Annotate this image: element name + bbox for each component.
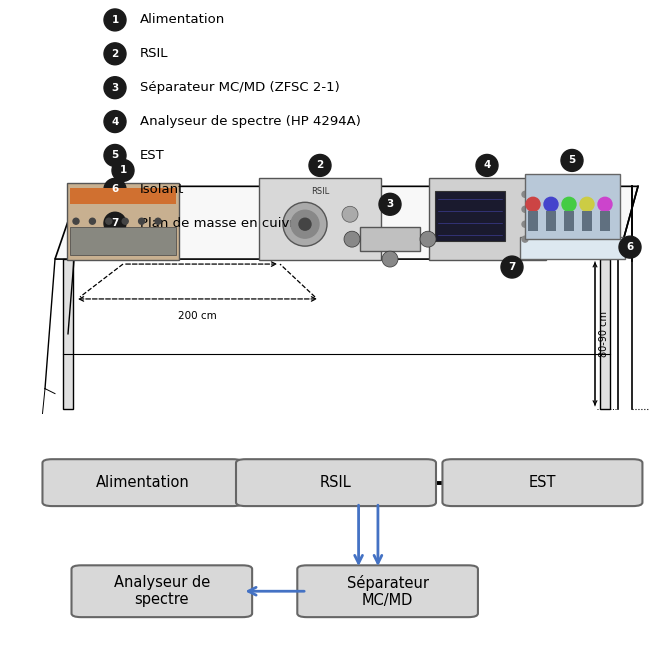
Text: 5: 5 [569,155,576,165]
Bar [564,211,574,231]
Text: 200 cm: 200 cm [178,311,217,321]
Text: Alimentation: Alimentation [140,13,225,27]
Circle shape [561,149,583,171]
Text: Isolant: Isolant [140,183,184,196]
Text: Alimentation: Alimentation [95,475,190,490]
Circle shape [526,197,540,211]
Text: 4: 4 [112,117,119,127]
Circle shape [291,210,319,238]
Text: 7: 7 [112,218,119,228]
Text: Séparateur
MC/MD: Séparateur MC/MD [347,574,429,608]
Circle shape [522,191,528,197]
Circle shape [104,212,126,234]
Text: Analyseur de spectre (HP 4294A): Analyseur de spectre (HP 4294A) [140,115,361,128]
Polygon shape [55,186,638,259]
Text: 3: 3 [112,83,119,93]
Circle shape [344,231,360,247]
Circle shape [420,231,436,247]
Text: Plan de masse en cuivre: Plan de masse en cuivre [140,217,303,229]
Bar [546,211,556,231]
Circle shape [104,43,126,65]
Circle shape [522,206,528,212]
Circle shape [104,145,126,166]
FancyBboxPatch shape [67,183,179,260]
Circle shape [299,218,311,230]
Circle shape [138,218,144,224]
Bar [600,259,610,409]
Text: 200 cm: 200 cm [669,285,672,320]
Circle shape [522,221,528,227]
Circle shape [476,155,498,176]
Text: 7: 7 [508,262,515,272]
Text: RSIL: RSIL [140,47,169,60]
Text: 3: 3 [386,199,394,209]
FancyBboxPatch shape [259,178,381,260]
Text: 1: 1 [120,165,126,175]
Text: Séparateur MC/MD (ZFSC 2-1): Séparateur MC/MD (ZFSC 2-1) [140,81,340,94]
Bar [70,188,176,204]
Circle shape [501,256,523,278]
FancyBboxPatch shape [297,566,478,617]
FancyBboxPatch shape [429,178,546,260]
Bar [360,227,420,251]
Bar [70,227,176,255]
Bar [63,259,73,409]
Text: 1: 1 [112,15,119,25]
Text: EST: EST [529,475,556,490]
Text: 6: 6 [626,242,634,252]
Text: 2: 2 [317,161,324,170]
Circle shape [104,178,126,200]
Circle shape [562,197,576,211]
Circle shape [104,111,126,133]
Circle shape [283,202,327,246]
Circle shape [73,218,79,224]
Circle shape [104,77,126,99]
Text: RSIL: RSIL [320,475,352,490]
Bar [528,211,538,231]
Text: RSIL: RSIL [311,187,329,196]
Bar [520,237,625,259]
Circle shape [598,197,612,211]
Text: 80-90 cm: 80-90 cm [599,311,609,357]
Circle shape [580,197,594,211]
Circle shape [342,206,358,222]
FancyBboxPatch shape [71,566,252,617]
Text: Analyseur de
spectre: Analyseur de spectre [114,575,210,608]
FancyBboxPatch shape [236,459,436,506]
Text: 5: 5 [112,151,119,161]
Text: 2: 2 [112,49,119,59]
Circle shape [619,236,641,258]
Bar [582,211,592,231]
Circle shape [104,9,126,31]
Circle shape [112,159,134,181]
Circle shape [522,236,528,242]
Circle shape [309,155,331,176]
Text: 6: 6 [112,184,119,194]
FancyBboxPatch shape [442,459,642,506]
FancyBboxPatch shape [42,459,243,506]
Circle shape [89,218,95,224]
Circle shape [382,251,398,267]
Circle shape [379,193,401,215]
Bar [525,174,620,239]
Circle shape [106,218,112,224]
Bar [600,211,610,231]
Bar [435,191,505,241]
Text: EST: EST [140,149,165,162]
Circle shape [122,218,128,224]
Circle shape [155,218,161,224]
Circle shape [544,197,558,211]
Text: 4: 4 [483,161,491,170]
